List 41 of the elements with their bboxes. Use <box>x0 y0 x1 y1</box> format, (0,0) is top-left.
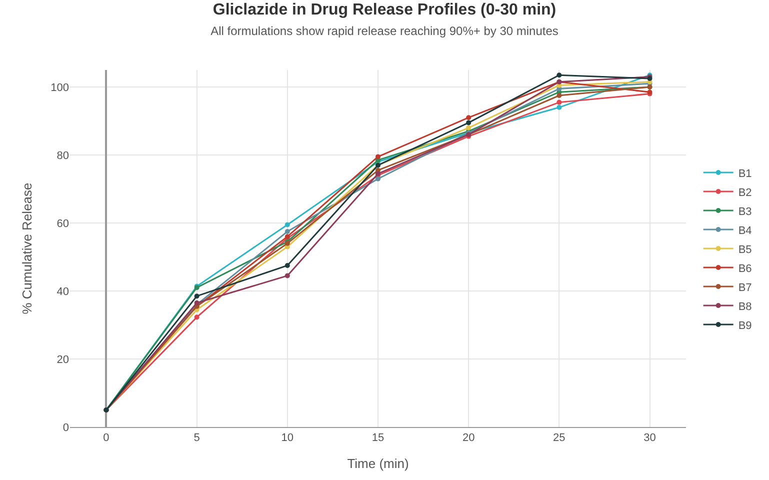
chart-subtitle: All formulations show rapid release reaching 90%+ by 30 minutes <box>210 24 558 38</box>
x-axis-title: Time (min) <box>347 456 409 471</box>
legend-label: B2 <box>738 186 752 199</box>
point <box>556 104 562 110</box>
x-tick-label: 20 <box>462 432 475 444</box>
y-tick-label: 100 <box>50 82 69 94</box>
x-tick-label: 30 <box>644 432 656 444</box>
point <box>466 125 472 130</box>
point <box>376 154 380 160</box>
legend-label: B8 <box>738 300 752 313</box>
chart-title: Gliclazide in Drug Release Profiles (0-30 min) <box>212 1 556 18</box>
y-tick-label: 0 <box>62 422 69 434</box>
y-tick-label: 60 <box>56 218 69 230</box>
point <box>284 273 290 278</box>
y-axis-title: % Cumulative Release <box>20 182 35 314</box>
point <box>284 229 290 234</box>
x-tick-label: 10 <box>281 432 294 444</box>
y-tick-label: 20 <box>56 354 69 366</box>
point <box>466 115 472 120</box>
legend-label: B6 <box>738 262 752 275</box>
y-tick-label: 40 <box>56 286 69 298</box>
point <box>194 294 200 299</box>
legend-label: B9 <box>738 320 752 332</box>
legend-label: B5 <box>738 244 752 256</box>
legend-label: B7 <box>738 282 752 294</box>
point <box>556 72 562 78</box>
legend-label: B3 <box>738 206 752 218</box>
legend-label: B4 <box>738 224 752 237</box>
x-tick-label: 25 <box>553 432 566 444</box>
legend-label: B1 <box>738 168 752 180</box>
point <box>556 100 562 105</box>
x-tick-label: 15 <box>372 432 384 444</box>
point <box>284 263 290 268</box>
y-tick-label: 80 <box>56 150 69 162</box>
point <box>194 314 200 320</box>
x-tick-label: 0 <box>103 432 110 444</box>
x-tick-label: 5 <box>194 432 200 444</box>
point <box>284 222 290 228</box>
point <box>466 120 472 126</box>
point <box>376 176 380 182</box>
point <box>556 93 562 98</box>
